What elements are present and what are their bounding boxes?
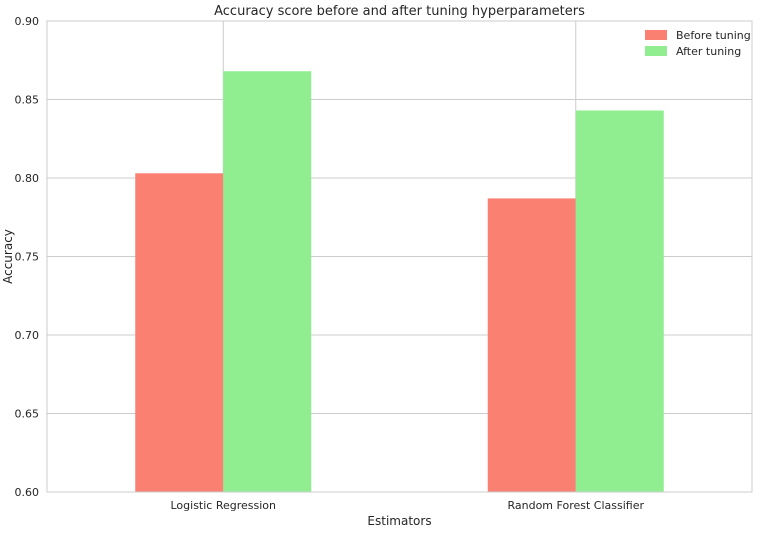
x-tick-label: Random Forest Classifier	[507, 499, 644, 512]
y-tick-label: 0.70	[15, 329, 40, 342]
legend-swatch-after-tuning	[645, 46, 667, 56]
y-tick-label: 0.85	[15, 94, 40, 107]
legend-label-after-tuning: After tuning	[676, 45, 741, 58]
chart-title: Accuracy score before and after tuning h…	[214, 4, 585, 19]
y-tick-label: 0.90	[15, 15, 40, 28]
x-tick-label: Logistic Regression	[170, 499, 276, 512]
y-axis-ticks: 0.60 0.65 0.70 0.75 0.80 0.85 0.90	[15, 15, 40, 499]
bar-after-tuning	[575, 110, 664, 493]
plot-frame	[46, 20, 753, 493]
x-axis-label: Estimators	[367, 514, 431, 528]
bars-layer	[135, 71, 664, 493]
y-tick-label: 0.80	[15, 172, 40, 185]
x-axis-ticks: Logistic Regression Random Forest Classif…	[170, 499, 644, 512]
bar-after-tuning	[223, 71, 312, 493]
bar-before-tuning	[487, 198, 576, 492]
legend-label-before-tuning: Before tuning	[676, 29, 751, 42]
y-tick-label: 0.65	[15, 408, 40, 421]
y-tick-label: 0.75	[15, 251, 40, 264]
y-axis-label: Accuracy	[1, 229, 15, 284]
y-tick-label: 0.60	[15, 486, 40, 499]
legend-swatch-before-tuning	[645, 30, 667, 40]
legend: Before tuning After tuning	[645, 29, 751, 58]
bar-before-tuning	[135, 173, 224, 493]
